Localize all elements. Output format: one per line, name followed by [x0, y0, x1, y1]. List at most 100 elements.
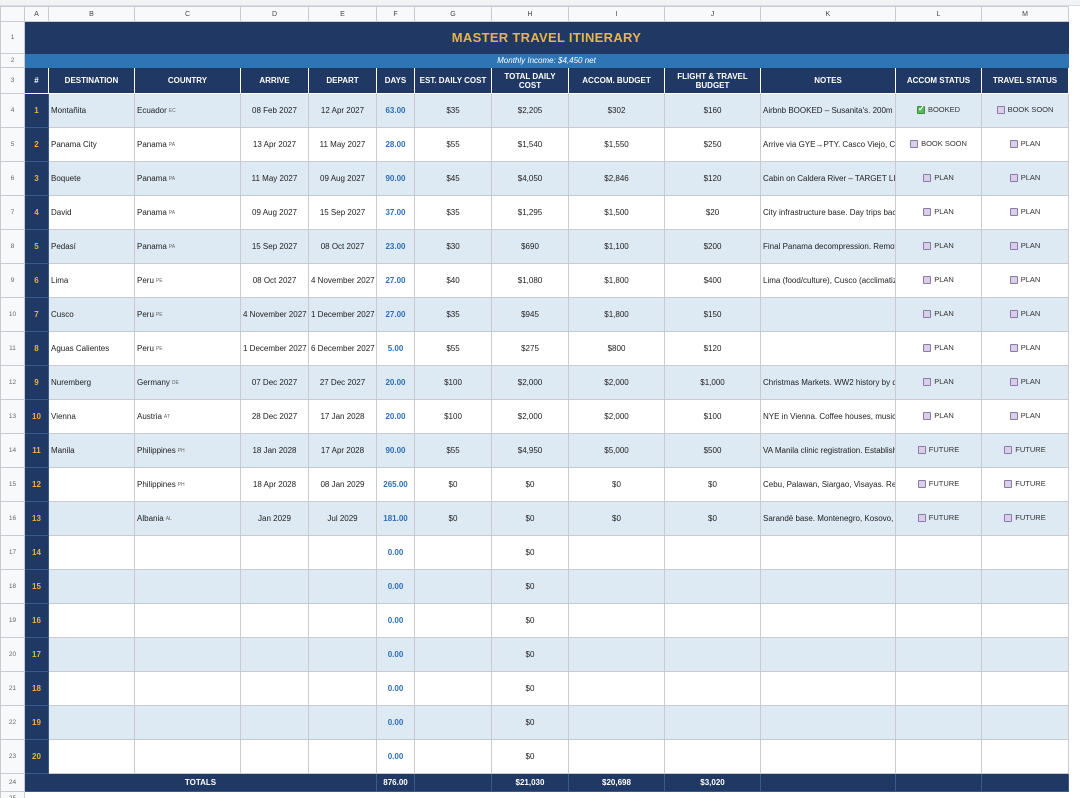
status-chip[interactable]: PLAN: [1009, 173, 1040, 182]
total-daily-sum[interactable]: $21,030: [491, 773, 569, 792]
column-header[interactable]: D: [240, 6, 309, 22]
flight-budget-cell[interactable]: [664, 535, 761, 570]
status-chip[interactable]: BOOK SOON: [910, 139, 967, 148]
est-daily-cell[interactable]: [414, 603, 492, 638]
accom-status-cell[interactable]: [895, 637, 982, 672]
days-cell[interactable]: 5.00: [376, 331, 415, 366]
checkbox-icon[interactable]: [1009, 377, 1018, 386]
arrive-cell[interactable]: 18 Apr 2028: [240, 467, 309, 502]
checkbox-icon[interactable]: [1009, 309, 1018, 318]
row-header[interactable]: 21: [0, 671, 25, 706]
column-header[interactable]: G: [414, 6, 492, 22]
country-cell[interactable]: Austria AT: [134, 399, 241, 434]
row-index[interactable]: 19: [24, 705, 49, 740]
totals-label[interactable]: TOTALS: [24, 773, 377, 792]
flight-budget-cell[interactable]: $400: [664, 263, 761, 298]
est-daily-cell[interactable]: [414, 535, 492, 570]
row-index[interactable]: 1: [24, 93, 49, 128]
notes-cell[interactable]: Lima (food/culture), Cusco (acclimatize)…: [760, 263, 896, 298]
row-index[interactable]: 11: [24, 433, 49, 468]
status-chip[interactable]: PLAN: [1009, 343, 1040, 352]
total-accom-budget[interactable]: $20,698: [568, 773, 665, 792]
country-cell[interactable]: [134, 705, 241, 740]
accom-budget-cell[interactable]: [568, 637, 665, 672]
destination-cell[interactable]: Montañita: [48, 93, 135, 128]
notes-cell[interactable]: Cabin on Caldera River – TARGET LISTING …: [760, 161, 896, 196]
days-cell[interactable]: 0.00: [376, 739, 415, 774]
days-cell[interactable]: 90.00: [376, 161, 415, 196]
flight-budget-cell[interactable]: $200: [664, 229, 761, 264]
checkbox-icon[interactable]: [917, 445, 926, 454]
status-chip[interactable]: PLAN: [923, 207, 954, 216]
checkbox-icon[interactable]: [923, 343, 932, 352]
column-header[interactable]: F: [376, 6, 415, 22]
notes-cell[interactable]: [760, 331, 896, 366]
row-header[interactable]: 6: [0, 161, 25, 196]
notes-cell[interactable]: VA Manila clinic registration. Establish…: [760, 433, 896, 468]
status-chip[interactable]: PLAN: [1009, 207, 1040, 216]
travel-status-cell[interactable]: PLAN: [981, 399, 1069, 434]
checkbox-icon[interactable]: [996, 105, 1005, 114]
depart-cell[interactable]: 12 Apr 2027: [308, 93, 377, 128]
travel-status-cell[interactable]: [981, 739, 1069, 774]
row-header[interactable]: 5: [0, 127, 25, 162]
days-cell[interactable]: 181.00: [376, 501, 415, 536]
travel-status-cell[interactable]: [981, 705, 1069, 740]
country-cell[interactable]: Peru PE: [134, 263, 241, 298]
country-cell[interactable]: Albania AL: [134, 501, 241, 536]
est-daily-cell[interactable]: [414, 705, 492, 740]
depart-cell[interactable]: 1 December 2027: [308, 297, 377, 332]
arrive-cell[interactable]: Jan 2029: [240, 501, 309, 536]
header-depart[interactable]: DEPART: [308, 67, 377, 94]
est-daily-cell[interactable]: $100: [414, 399, 492, 434]
country-cell[interactable]: [134, 739, 241, 774]
days-cell[interactable]: 0.00: [376, 569, 415, 604]
accom-status-cell[interactable]: PLAN: [895, 297, 982, 332]
est-daily-cell[interactable]: $55: [414, 433, 492, 468]
accom-budget-cell[interactable]: [568, 705, 665, 740]
total-daily-cell[interactable]: $2,000: [491, 399, 569, 434]
est-daily-cell[interactable]: $0: [414, 501, 492, 536]
checkbox-icon[interactable]: [1009, 411, 1018, 420]
arrive-cell[interactable]: 07 Dec 2027: [240, 365, 309, 400]
country-cell[interactable]: [134, 637, 241, 672]
days-cell[interactable]: 0.00: [376, 671, 415, 706]
depart-cell[interactable]: [308, 569, 377, 604]
column-header[interactable]: J: [664, 6, 761, 22]
row-index[interactable]: 16: [24, 603, 49, 638]
checkbox-icon[interactable]: [917, 479, 926, 488]
status-chip[interactable]: FUTURE: [917, 513, 959, 522]
status-chip[interactable]: PLAN: [923, 411, 954, 420]
row-index[interactable]: 17: [24, 637, 49, 672]
row-header[interactable]: 22: [0, 705, 25, 740]
days-cell[interactable]: 27.00: [376, 297, 415, 332]
header-num[interactable]: #: [24, 67, 49, 94]
travel-status-cell[interactable]: [981, 671, 1069, 706]
depart-cell[interactable]: Jul 2029: [308, 501, 377, 536]
depart-cell[interactable]: 4 November 2027: [308, 263, 377, 298]
travel-status-cell[interactable]: [981, 637, 1069, 672]
total-daily-cell[interactable]: $0: [491, 637, 569, 672]
travel-status-cell[interactable]: FUTURE: [981, 467, 1069, 502]
row-index[interactable]: 15: [24, 569, 49, 604]
notes-cell[interactable]: [760, 603, 896, 638]
depart-cell[interactable]: 11 May 2027: [308, 127, 377, 162]
destination-cell[interactable]: Pedasí: [48, 229, 135, 264]
destination-cell[interactable]: [48, 603, 135, 638]
status-chip[interactable]: FUTURE: [917, 479, 959, 488]
checkbox-icon[interactable]: [1004, 513, 1013, 522]
country-cell[interactable]: Ecuador EC: [134, 93, 241, 128]
travel-status-cell[interactable]: PLAN: [981, 161, 1069, 196]
accom-status-cell[interactable]: [895, 535, 982, 570]
destination-cell[interactable]: Panama City: [48, 127, 135, 162]
row-header[interactable]: 15: [0, 467, 25, 502]
notes-cell[interactable]: [760, 637, 896, 672]
total-daily-cell[interactable]: $0: [491, 467, 569, 502]
arrive-cell[interactable]: 08 Feb 2027: [240, 93, 309, 128]
column-header[interactable]: A: [24, 6, 49, 22]
notes-cell[interactable]: Christmas Markets. WW2 history by day (R…: [760, 365, 896, 400]
sheet-title[interactable]: MASTER TRAVEL ITINERARY: [24, 21, 1069, 54]
header-est-daily[interactable]: EST. DAILY COST: [414, 67, 492, 94]
status-chip[interactable]: PLAN: [923, 173, 954, 182]
est-daily-cell[interactable]: $100: [414, 365, 492, 400]
